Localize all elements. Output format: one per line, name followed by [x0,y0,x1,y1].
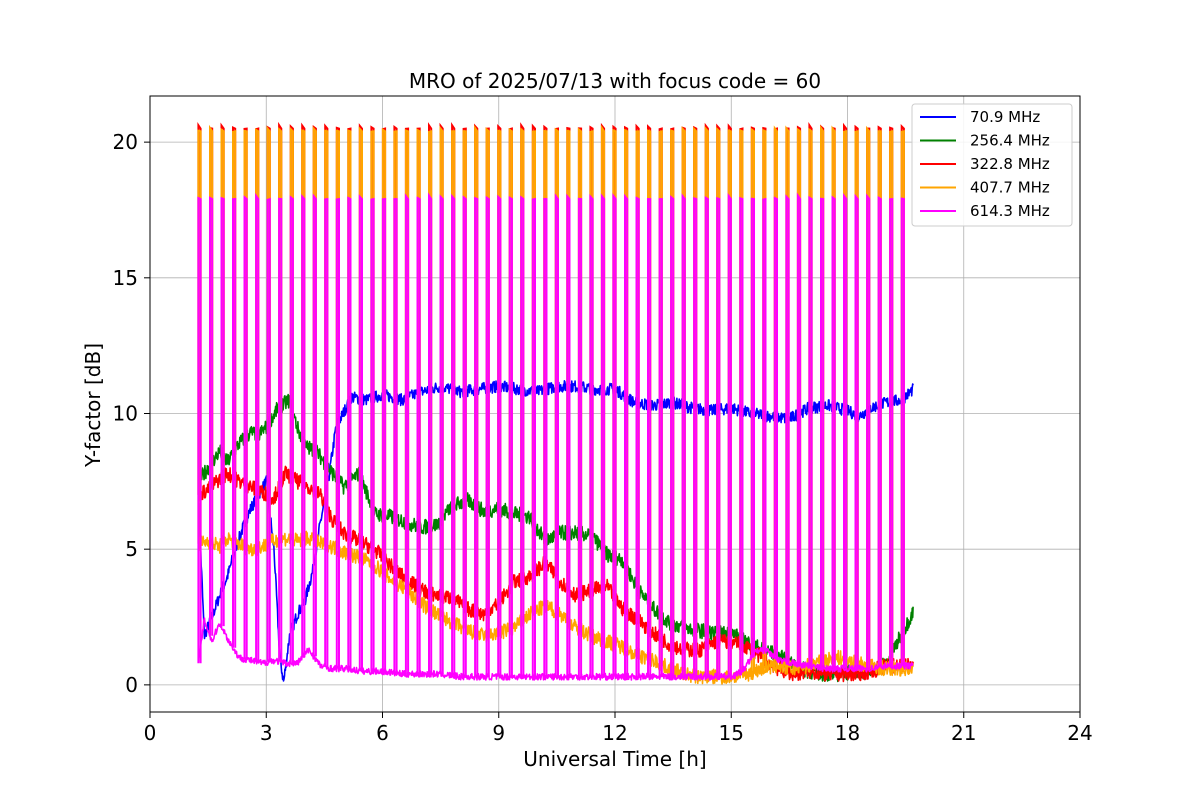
calibration-spike [232,198,237,648]
calibration-spike [900,197,905,666]
calibration-spike [831,195,836,669]
calibration-spike [577,197,583,677]
calibration-spike [428,192,433,674]
calibration-spike [370,197,375,672]
calibration-spike [358,194,363,671]
calibration-spike [808,195,813,666]
calibration-spike [393,198,398,673]
calibration-spike [773,196,778,658]
calibration-spike [820,197,825,668]
calibration-spike [439,194,444,674]
x-tick-label: 6 [376,721,389,745]
calibration-spike [520,195,525,677]
legend-entry: 70.9 MHz [970,108,1040,126]
calibration-spike [624,193,629,677]
calibration-spike [635,196,640,677]
calibration-spike [474,196,479,677]
calibration-spike [600,193,606,677]
y-tick-label: 5 [125,537,138,561]
calibration-spike [485,195,490,677]
calibration-spike [727,193,732,677]
calibration-spike [289,195,294,664]
calibration-spike [220,196,225,627]
calibration-spike [381,198,387,672]
calibration-spike [508,196,513,677]
x-tick-label: 12 [602,721,627,745]
calibration-spike [796,192,802,664]
calibration-spike [462,195,467,677]
calibration-spike [197,196,202,664]
calibration-spike [681,193,686,677]
legend-entry: 407.7 MHz [970,179,1050,197]
x-tick-label: 0 [144,721,157,745]
calibration-spike [335,197,340,669]
x-tick-label: 3 [260,721,273,745]
legend-entry: 614.3 MHz [970,202,1050,220]
calibration-spike [612,193,617,677]
calibration-spike [762,197,767,651]
calibration-spike [877,196,882,668]
x-tick-label: 24 [1067,721,1092,745]
x-axis-label: Universal Time [h] [523,747,706,771]
calibration-spike [889,198,894,666]
calibration-spike [497,194,502,677]
calibration-spike [451,193,456,676]
calibration-spikes [197,192,905,677]
calibration-spike [404,193,410,674]
calibration-spike [554,193,559,677]
calibration-spike [750,197,755,657]
y-tick-label: 15 [113,266,138,290]
ticks: 0 3 6 9 12 15 18 21 24 0 5 10 15 20 [113,130,1093,745]
calibration-spike [301,193,306,658]
y-axis-label: Y-factor [dB] [81,343,105,468]
calibration-spike [543,197,548,677]
calibration-spike [658,198,663,677]
legend-box [911,103,1073,227]
calibration-spike [266,197,271,662]
calibration-spike [693,197,698,677]
calibration-spike [278,197,283,662]
calibration-spike [739,196,744,673]
calibration-spike [866,193,871,669]
calibration-spike [704,196,709,677]
legend-entry: 256.4 MHz [970,132,1050,150]
x-tick-label: 21 [951,721,976,745]
y-tick-label: 0 [125,673,138,697]
calibration-spike [716,196,721,677]
chart-title: MRO of 2025/07/13 with focus code = 60 [409,69,821,93]
calibration-spike [843,192,848,669]
legend: 70.9 MHz 256.4 MHz 322.8 MHz 407.7 MHz 614.3… [911,103,1073,227]
series-614-3-mhz [197,192,914,681]
calibration-spike [255,192,260,662]
series-layer [197,121,914,685]
y-tick-label: 10 [113,401,138,425]
y-tick-label: 20 [113,130,138,154]
x-tick-label: 18 [835,721,860,745]
calibration-spike [324,197,329,667]
calibration-spike [589,193,594,677]
calibration-spike [347,196,352,670]
calibration-spike [854,193,859,669]
calibration-spike [566,193,571,677]
calibration-spike [243,195,248,659]
legend-entry: 322.8 MHz [970,155,1050,173]
calibration-spike [531,197,536,677]
x-tick-label: 9 [492,721,505,745]
x-tick-label: 15 [719,721,744,745]
calibration-spike [416,196,421,674]
calibration-spike [312,193,317,657]
calibration-spike [670,195,675,677]
calibration-spike [209,196,214,636]
calibration-spike [647,197,652,677]
calibration-spike [785,194,790,662]
